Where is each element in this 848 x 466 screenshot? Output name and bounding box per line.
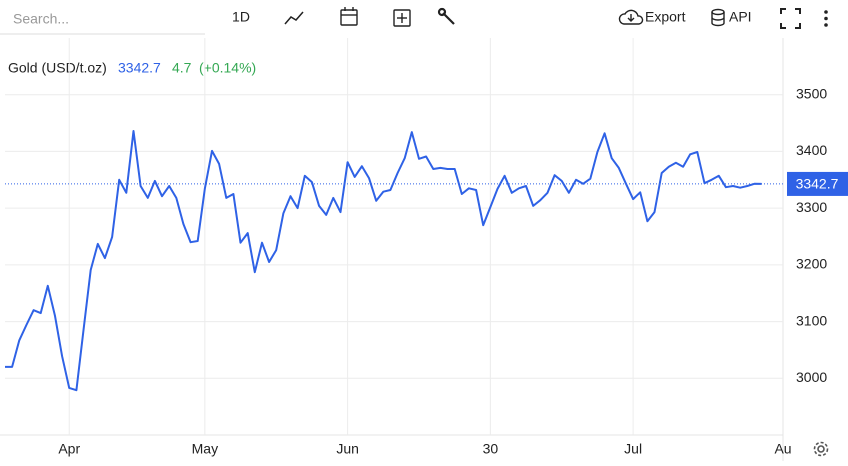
price-line	[5, 130, 762, 392]
x-tick-label: Jul	[624, 441, 642, 457]
x-tick-label: Apr	[58, 441, 80, 457]
y-tick-label: 3300	[796, 199, 827, 215]
add-indicator-icon[interactable]	[393, 9, 411, 27]
legend-series-name: Gold (USD/t.oz)	[8, 60, 107, 76]
settings-wrench-icon[interactable]	[437, 7, 455, 25]
legend-last-price: 3342.7	[118, 60, 161, 76]
fullscreen-icon[interactable]	[780, 8, 801, 29]
x-tick-label: May	[192, 441, 218, 457]
y-tick-label: 3100	[796, 312, 827, 328]
gear-icon[interactable]	[813, 441, 829, 457]
interval-button[interactable]: 1D	[232, 9, 250, 25]
last-price-tag	[787, 171, 848, 196]
last-price-label: 3342.7	[796, 176, 839, 192]
chart-type-icon[interactable]	[284, 11, 304, 25]
legend-change: 4.7	[172, 60, 192, 76]
search-input[interactable]: Search...	[13, 11, 69, 27]
calendar-icon[interactable]	[340, 7, 358, 26]
export-icon[interactable]	[618, 9, 644, 25]
y-tick-label: 3500	[796, 85, 827, 101]
legend-change-percent: (+0.14%)	[199, 60, 256, 76]
y-tick-label: 3000	[796, 369, 827, 385]
y-tick-label: 3200	[796, 256, 827, 272]
plot: 3000 3100 3200 3300 3400 3500 Apr May Jun 30 Jul Au…	[5, 38, 848, 457]
api-icon[interactable]	[711, 8, 725, 27]
api-button[interactable]: API	[729, 9, 752, 25]
x-tick-label: Jun	[336, 441, 359, 457]
export-button[interactable]: Export	[645, 9, 686, 25]
more-menu-icon[interactable]	[824, 10, 828, 27]
x-tick-label: Au	[774, 441, 791, 457]
y-tick-label: 3400	[796, 142, 827, 158]
x-tick-label: 30	[483, 441, 499, 457]
